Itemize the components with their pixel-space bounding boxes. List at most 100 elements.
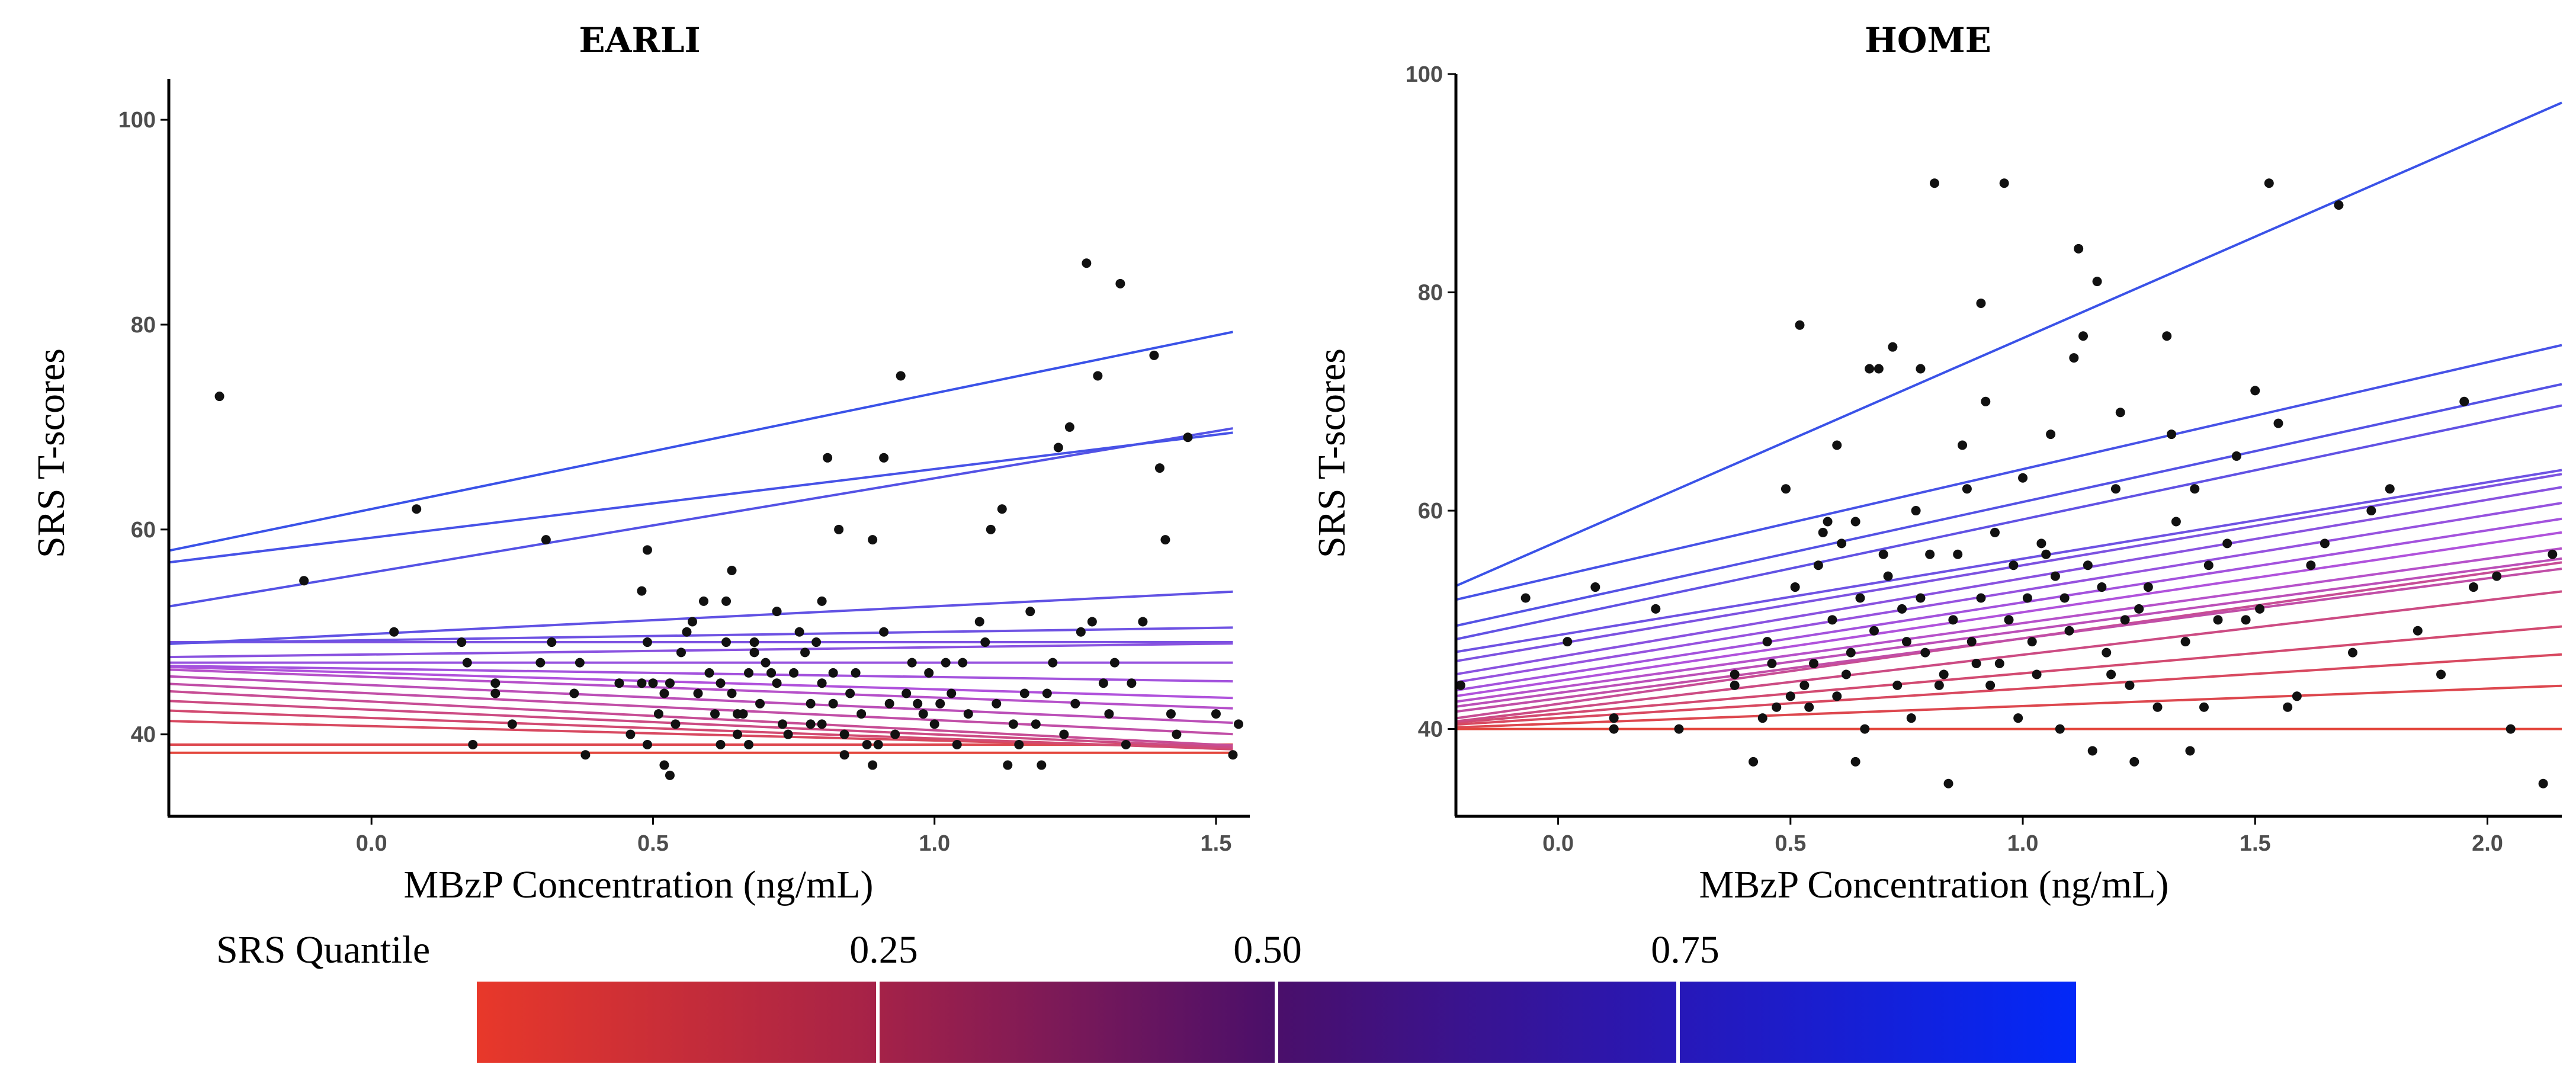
quantile-line-earli-16 — [168, 590, 1233, 646]
data-point-earli-93 — [947, 688, 957, 698]
data-point-earli-22 — [642, 637, 652, 647]
data-point-home-13 — [1762, 637, 1772, 647]
data-point-earli-108 — [1037, 760, 1047, 770]
data-point-home-76 — [2041, 549, 2051, 559]
legend-segment-1 — [477, 982, 877, 1063]
data-point-earli-116 — [1082, 258, 1092, 268]
data-point-home-52 — [1934, 680, 1944, 690]
data-point-earli-6 — [462, 658, 472, 668]
data-point-home-95 — [2129, 756, 2139, 767]
x-tick-label-home-4: 2.0 — [2472, 831, 2503, 856]
data-point-earli-94 — [952, 739, 962, 749]
data-point-earli-27 — [659, 760, 669, 770]
data-point-earli-63 — [811, 637, 822, 647]
data-point-home-72 — [2022, 593, 2032, 603]
data-point-home-103 — [2185, 746, 2195, 756]
data-point-home-99 — [2162, 331, 2172, 341]
data-point-home-67 — [1999, 178, 2009, 188]
x-ticks-home: 0.0 0.5 1.0 1.5 2.0 — [1542, 816, 2503, 856]
data-point-earli-72 — [839, 750, 849, 760]
x-axis-label-earli: MBzP Concentration (ng/mL) — [403, 863, 873, 906]
data-point-earli-68 — [828, 698, 838, 708]
data-point-earli-41 — [721, 637, 732, 647]
data-point-home-42 — [1892, 680, 1903, 690]
data-point-earli-21 — [642, 545, 652, 555]
data-point-earli-89 — [924, 668, 934, 678]
data-point-earli-95 — [958, 658, 968, 668]
x-tick-label-earli-3: 1.5 — [1201, 831, 1232, 856]
quantile-line-earli-7 — [168, 682, 1233, 736]
data-point-home-88 — [2097, 582, 2107, 592]
data-point-earli-117 — [1087, 617, 1097, 627]
data-point-earli-85 — [902, 688, 912, 698]
y-ticks-home: 40 60 80 100 — [1406, 62, 1456, 742]
quantile-line-home-8 — [1455, 557, 2562, 708]
x-ticks-earli: 0.0 0.5 1.0 1.5 — [356, 816, 1232, 856]
data-point-earli-91 — [935, 698, 945, 708]
data-point-home-94 — [2125, 680, 2135, 690]
data-point-earli-45 — [733, 729, 743, 739]
data-point-home-57 — [1958, 440, 1968, 450]
data-point-home-122 — [2385, 484, 2395, 494]
data-point-home-85 — [2083, 560, 2093, 570]
data-point-home-7 — [1651, 604, 1661, 614]
x-tick-label-earli-1: 0.5 — [637, 831, 669, 856]
data-point-home-53 — [1939, 669, 1949, 679]
data-point-earli-124 — [1127, 678, 1137, 688]
data-point-earli-34 — [693, 688, 703, 698]
data-point-home-35 — [1860, 724, 1870, 734]
data-point-home-113 — [2264, 178, 2274, 188]
quantile-line-earli-13 — [168, 642, 1233, 659]
data-point-home-45 — [1906, 713, 1916, 723]
y-tick-label-earli-2: 80 — [131, 313, 156, 338]
data-point-earli-7 — [468, 739, 478, 749]
data-point-home-56 — [1953, 549, 1963, 559]
data-point-home-34 — [1855, 593, 1865, 603]
data-point-earli-8 — [490, 678, 501, 688]
data-point-home-44 — [1901, 637, 1911, 647]
data-point-home-28 — [1832, 691, 1842, 701]
data-point-home-59 — [1967, 637, 1977, 647]
data-point-home-121 — [2366, 506, 2376, 516]
data-point-earli-70 — [834, 524, 844, 534]
data-point-home-80 — [2059, 593, 2070, 603]
data-point-earli-133 — [1228, 750, 1238, 760]
data-point-home-112 — [2255, 604, 2265, 614]
data-point-home-78 — [2050, 571, 2060, 581]
legend-tick-025: 0.25 — [849, 928, 918, 972]
data-point-earli-129 — [1166, 709, 1176, 719]
data-point-home-9 — [1730, 669, 1740, 679]
data-point-home-73 — [2027, 637, 2037, 647]
data-point-earli-111 — [1053, 443, 1063, 453]
data-point-earli-59 — [794, 627, 804, 637]
data-point-earli-118 — [1093, 371, 1103, 381]
data-point-home-1 — [1455, 680, 1465, 690]
quantile-line-home-2 — [1455, 684, 2562, 729]
data-point-home-120 — [2347, 647, 2357, 658]
color-legend: SRS Quantile 0.25 0.50 0.75 — [216, 928, 2076, 1064]
data-point-earli-109 — [1042, 688, 1052, 698]
data-point-home-5 — [1609, 724, 1619, 734]
data-point-home-66 — [1994, 659, 2004, 669]
data-point-home-101 — [2171, 517, 2181, 527]
legend-tick-075: 0.75 — [1651, 928, 1720, 972]
data-point-home-125 — [2459, 396, 2469, 406]
data-point-earli-119 — [1098, 678, 1108, 688]
data-point-earli-24 — [648, 678, 658, 688]
data-point-earli-62 — [806, 698, 816, 708]
data-point-earli-19 — [637, 586, 647, 596]
data-point-earli-64 — [817, 719, 827, 729]
panel-earli: EARLI 40 60 80 100 0.0 0.5 1.0 1.5 MBzP Concen… — [30, 20, 1250, 906]
data-point-earli-115 — [1076, 627, 1086, 637]
data-point-home-104 — [2190, 484, 2200, 494]
quantile-lines-home — [1455, 101, 2562, 730]
data-point-earli-28 — [665, 770, 675, 780]
data-point-earli-104 — [1014, 739, 1024, 749]
data-point-home-108 — [2222, 538, 2232, 549]
data-point-earli-101 — [997, 504, 1007, 514]
data-point-earli-16 — [580, 750, 591, 760]
data-point-home-50 — [1925, 549, 1935, 559]
data-point-home-31 — [1846, 647, 1856, 658]
panel-title-earli: EARLI — [579, 20, 700, 60]
